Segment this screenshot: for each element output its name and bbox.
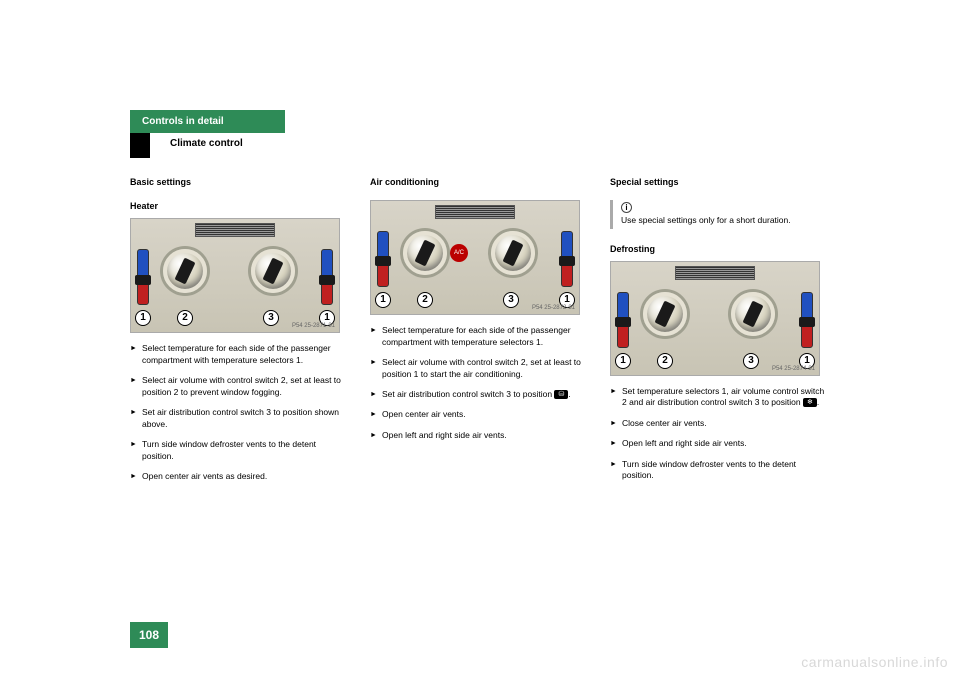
list-item: Select temperature for each side of the … <box>370 325 590 348</box>
list-item: Open left and right side air vents. <box>370 430 590 441</box>
text: . <box>568 389 570 399</box>
list-item: Turn side window defroster vents to the … <box>610 459 830 482</box>
list-item: Set air distribution control switch 3 to… <box>370 389 590 400</box>
section-title: Climate control <box>140 133 255 158</box>
list-item: Set temperature selectors 1, air volume … <box>610 386 830 409</box>
list-item: Select temperature for each side of the … <box>130 343 350 366</box>
col-title: Basic settings <box>130 176 350 188</box>
text: . <box>817 397 819 407</box>
chapter-tab: Controls in detail <box>130 110 285 133</box>
temp-slider-left <box>617 292 629 348</box>
basic-steps: Select temperature for each side of the … <box>130 343 350 482</box>
callout-1: 1 <box>135 310 151 326</box>
image-code: P54 25-2874-31 <box>772 365 815 373</box>
col-title: Air conditioning <box>370 176 590 188</box>
dial-distribution <box>491 231 535 275</box>
temp-slider-right <box>561 231 573 287</box>
vent-icon <box>675 266 755 280</box>
callout-3: 3 <box>263 310 279 326</box>
ac-diagram: A/C 1 2 3 1 P54 25-2872-31 <box>370 200 580 315</box>
text: Set temperature selectors 1, air volume … <box>622 386 824 407</box>
temp-slider-right <box>801 292 813 348</box>
special-steps: Set temperature selectors 1, air volume … <box>610 386 830 482</box>
image-code: P54 25-2872-31 <box>532 304 575 312</box>
heater-heading: Heater <box>130 200 350 212</box>
page-content: Controls in detail Climate control Basic… <box>130 110 830 492</box>
airflow-person-icon: ⛁ <box>554 390 568 399</box>
ac-steps: Select temperature for each side of the … <box>370 325 590 441</box>
vent-icon <box>195 223 275 237</box>
defrosting-heading: Defrosting <box>610 243 830 255</box>
watermark: carmanualsonline.info <box>801 654 948 670</box>
callout-2: 2 <box>657 353 673 369</box>
header: Controls in detail <box>130 110 830 133</box>
dial-volume <box>403 231 447 275</box>
defrost-diagram: 1 2 3 1 P54 25-2874-31 <box>610 261 820 376</box>
list-item: Close center air vents. <box>610 418 830 429</box>
dial-distribution <box>251 249 295 293</box>
callout-1: 1 <box>375 292 391 308</box>
heater-diagram: 1 2 3 1 P54 25-2871-31 <box>130 218 340 333</box>
callout-2: 2 <box>177 310 193 326</box>
callout-3: 3 <box>743 353 759 369</box>
page-number: 108 <box>130 622 168 648</box>
info-icon: i <box>621 202 632 213</box>
dial-volume <box>643 292 687 336</box>
list-item: Set air distribution control switch 3 to… <box>130 407 350 430</box>
dial-volume <box>163 249 207 293</box>
list-item: Turn side window defroster vents to the … <box>130 439 350 462</box>
content-columns: Basic settings Heater 1 2 3 1 P54 25-287… <box>130 176 830 492</box>
info-text: Use special settings only for a short du… <box>621 215 791 225</box>
col-special-settings: Special settings i Use special settings … <box>610 176 830 492</box>
text: Set air distribution control switch 3 to… <box>382 389 554 399</box>
list-item: Select air volume with control switch 2,… <box>370 357 590 380</box>
dial-distribution <box>731 292 775 336</box>
list-item: Open left and right side air vents. <box>610 438 830 449</box>
temp-slider-left <box>137 249 149 305</box>
col-title: Special settings <box>610 176 830 188</box>
col-basic-settings: Basic settings Heater 1 2 3 1 P54 25-287… <box>130 176 350 492</box>
col-air-conditioning: Air conditioning A/C 1 2 3 1 P54 25-2872… <box>370 176 590 492</box>
list-item: Open center air vents. <box>370 409 590 420</box>
list-item: Open center air vents as desired. <box>130 471 350 482</box>
temp-slider-right <box>321 249 333 305</box>
ac-button-icon: A/C <box>450 244 468 262</box>
temp-slider-left <box>377 231 389 287</box>
image-code: P54 25-2871-31 <box>292 322 335 330</box>
callout-2: 2 <box>417 292 433 308</box>
vent-icon <box>435 205 515 219</box>
info-note: i Use special settings only for a short … <box>610 200 830 228</box>
callout-3: 3 <box>503 292 519 308</box>
list-item: Select air volume with control switch 2,… <box>130 375 350 398</box>
callout-1: 1 <box>615 353 631 369</box>
defrost-icon: ❄ <box>803 398 817 407</box>
